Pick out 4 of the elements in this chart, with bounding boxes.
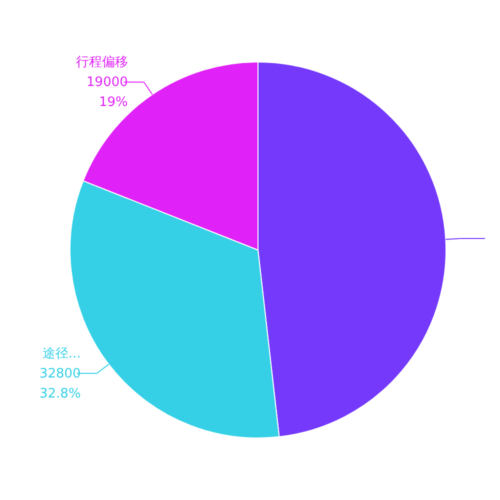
data-label: 19000 19% [86, 75, 128, 110]
data-label: 32800 32.8% [39, 366, 81, 402]
slice-label: 途径... [42, 346, 81, 362]
slice-label: 行程偏移 [76, 55, 128, 70]
